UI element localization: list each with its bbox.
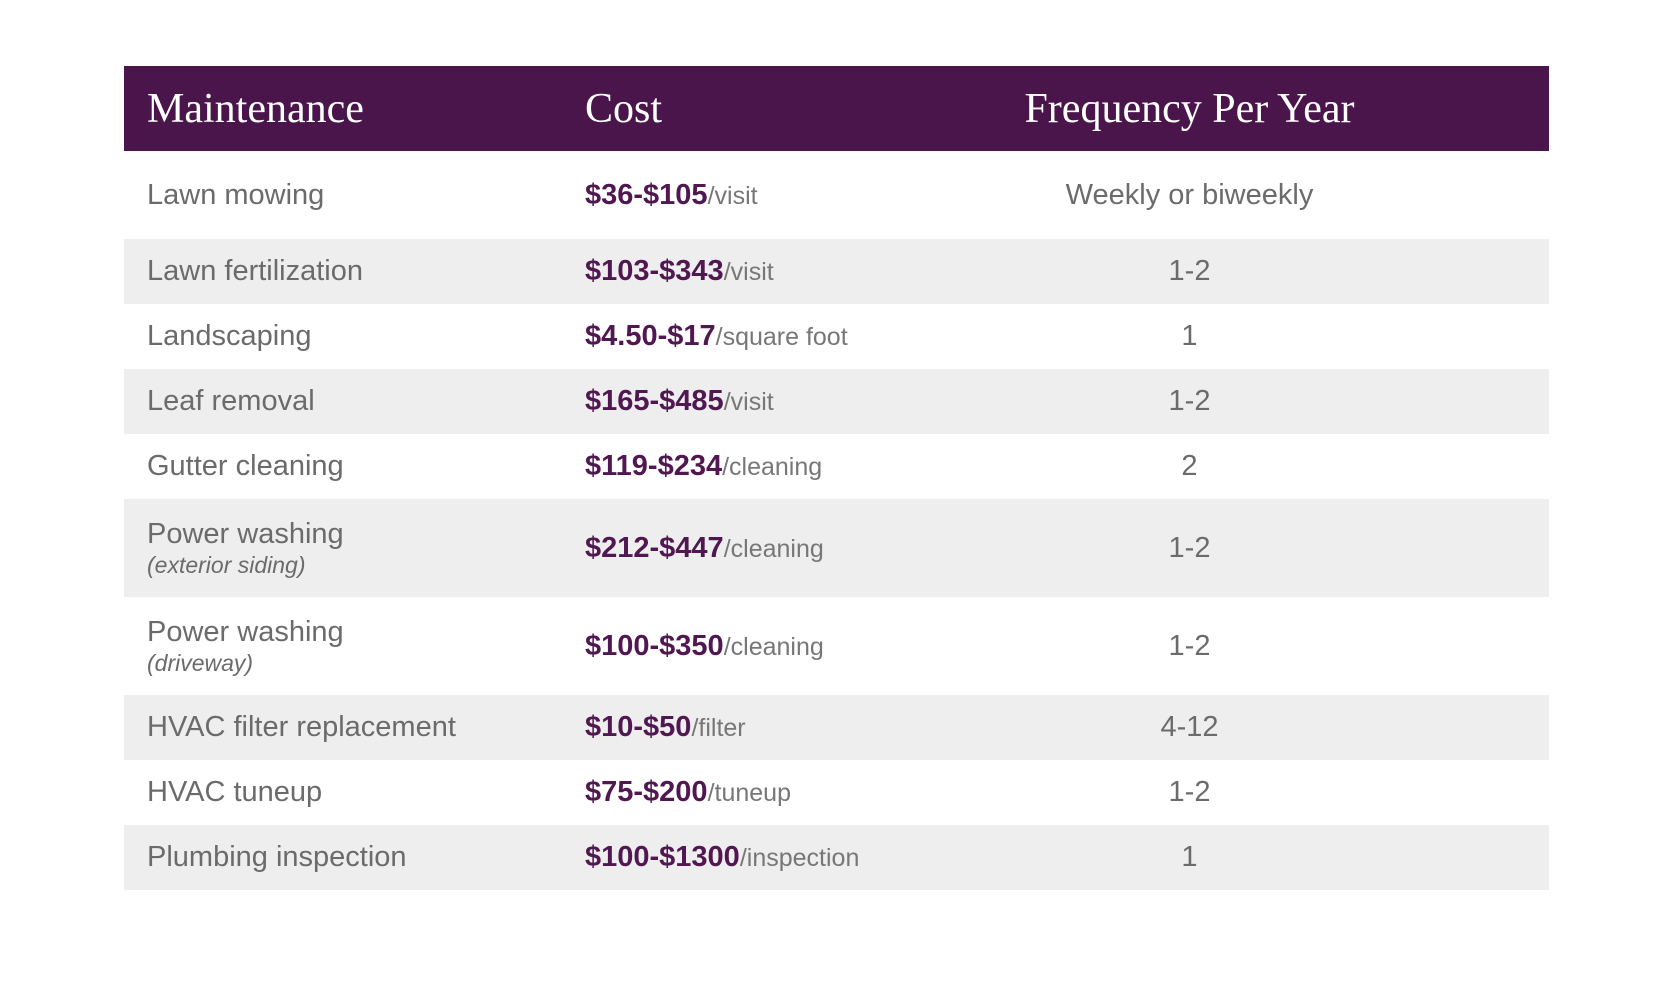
cost-cell: $103-$343/visit [585,255,940,288]
table-row: HVAC filter replacement $10-$50/filter 4… [124,695,1549,760]
frequency-cell: 1-2 [1168,255,1211,287]
price-unit: /cleaning [722,453,823,481]
cost-cell: $165-$485/visit [585,385,940,418]
cost-cell: $75-$200/tuneup [585,776,940,809]
price-unit: /filter [691,714,746,742]
maintenance-cell: Gutter cleaning [147,450,344,483]
maintenance-cell: Leaf removal [147,385,315,418]
price-unit: /square foot [715,323,848,351]
frequency-cell: 2 [1181,450,1198,482]
maintenance-sublabel: (driveway) [147,650,254,677]
frequency-cell: 1-2 [1168,385,1211,417]
price-range: $103-$343 [585,255,724,287]
price-range: $100-$350 [585,629,724,662]
frequency-cell: 1 [1181,320,1198,352]
cost-cell: $36-$105/visit [585,179,940,212]
price-unit: /visit [723,258,774,286]
frequency-cell: 4-12 [1160,711,1219,743]
price-range: $165-$485 [585,385,724,417]
table-row: HVAC tuneup $75-$200/tuneup 1-2 [124,760,1549,825]
price-range: $100-$1300 [585,841,740,873]
cost-cell: $119-$234/cleaning [585,450,940,483]
frequency-cell: 1-2 [1168,531,1211,564]
column-header-frequency: Frequency Per Year [1024,85,1355,132]
maintenance-sublabel: (exterior siding) [147,552,306,579]
frequency-cell: Weekly or biweekly [1065,178,1314,211]
price-unit: /inspection [739,844,860,872]
maintenance-cell: HVAC filter replacement [147,711,456,744]
column-header-maintenance: Maintenance [147,85,364,132]
table-row: Leaf removal $165-$485/visit 1-2 [124,369,1549,434]
price-range: $119-$234 [585,450,723,482]
maintenance-cell: Power washing [147,518,344,551]
table-header-row: Maintenance Cost Frequency Per Year [124,66,1549,151]
frequency-cell: 1-2 [1168,776,1211,808]
cost-cell: $4.50-$17/square foot [585,320,940,353]
maintenance-cell: Landscaping [147,320,312,353]
cost-cell: $212-$447/cleaning [585,532,940,565]
maintenance-cell: Lawn mowing [147,178,325,211]
maintenance-cost-table: Maintenance Cost Frequency Per Year Lawn… [124,66,1549,890]
frequency-cell: 1 [1181,841,1198,873]
price-range: $10-$50 [585,711,692,743]
table-row: Lawn fertilization $103-$343/visit 1-2 [124,239,1549,304]
cost-cell: $100-$350/cleaning [585,630,940,663]
table-body: Lawn mowing $36-$105/visit Weekly or biw… [124,151,1549,890]
maintenance-cell: Lawn fertilization [147,255,363,288]
table-row: Landscaping $4.50-$17/square foot 1 [124,304,1549,369]
price-unit: /visit [707,181,758,210]
cost-cell: $10-$50/filter [585,711,940,744]
price-unit: /visit [723,388,774,416]
price-range: $75-$200 [585,776,708,808]
maintenance-cell: Power washing [147,616,344,649]
price-unit: /cleaning [723,534,824,563]
table-row: Lawn mowing $36-$105/visit Weekly or biw… [124,151,1549,239]
price-range: $36-$105 [585,178,708,211]
maintenance-cell: HVAC tuneup [147,776,323,809]
price-unit: /tuneup [707,779,791,807]
table-row: Plumbing inspection $100-$1300/inspectio… [124,825,1549,890]
frequency-cell: 1-2 [1168,629,1211,662]
table-row: Power washing (driveway) $100-$350/clean… [124,597,1549,695]
maintenance-cell: Plumbing inspection [147,841,407,874]
price-unit: /cleaning [723,632,824,661]
column-header-cost: Cost [585,85,663,132]
cost-cell: $100-$1300/inspection [585,841,940,874]
price-range: $212-$447 [585,531,724,564]
table-row: Gutter cleaning $119-$234/cleaning 2 [124,434,1549,499]
table-row: Power washing (exterior siding) $212-$44… [124,499,1549,597]
price-range: $4.50-$17 [585,320,716,352]
